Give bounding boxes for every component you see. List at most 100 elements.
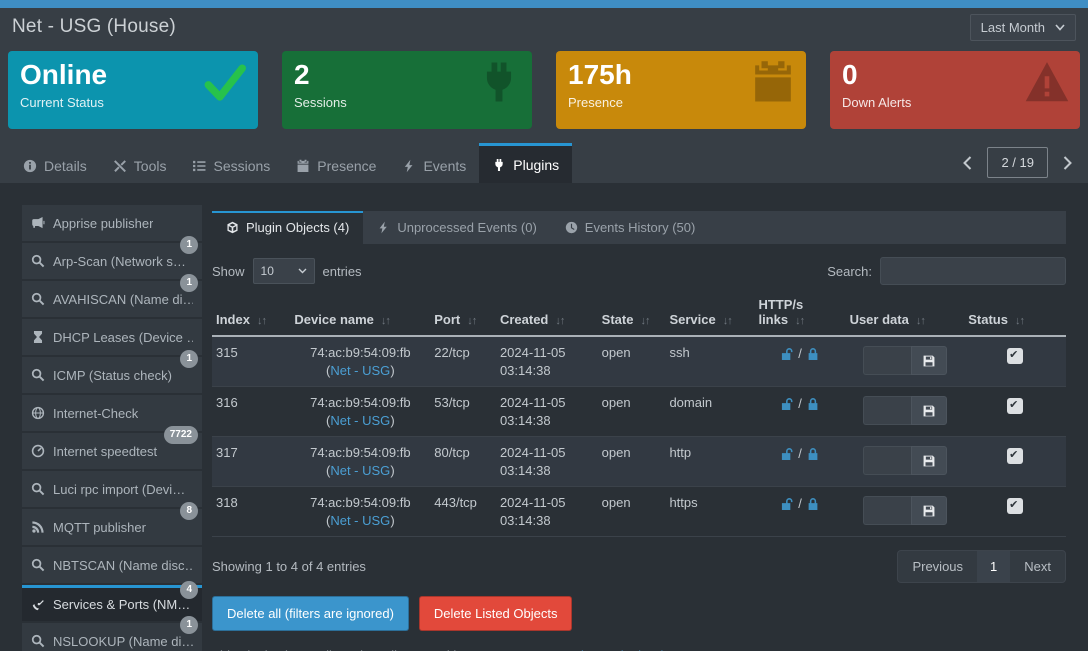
user-data-input[interactable] [862,396,911,426]
count-badge: 7722 [163,426,198,444]
device-link[interactable]: Net - USG [330,512,391,528]
table-row: 318 74:ac:b9:54:09:fb (Net - USG) 443/tc… [212,486,1066,538]
column-header-created[interactable]: Created ↓↑ [495,293,598,337]
sidebar-item-icmp[interactable]: ICMP (Status check) 1 [22,350,202,393]
user-data-input[interactable] [862,346,911,375]
save-button[interactable] [910,346,947,375]
period-selector[interactable]: Last Month [969,13,1076,41]
cell-port: 80/tcp [430,436,496,488]
column-header-port[interactable]: Port ↓↑ [430,293,496,337]
tab-details[interactable]: Details [10,149,100,183]
cell-state: open [597,486,666,538]
status-checkbox[interactable] [1007,498,1024,515]
sidebar-item-luci-rpc-import[interactable]: Luci rpc import (Devi… [22,471,202,507]
lock-open-icon[interactable] [780,347,794,361]
tab-plugin-objects[interactable]: Plugin Objects (4) [212,211,364,244]
cell-device-name: 74:ac:b9:54:09:fb (Net - USG) [290,486,431,538]
sidebar-item-dhcp-leases[interactable]: DHCP Leases (Device … [22,319,202,355]
column-header-index[interactable]: Index ↓↑ [212,293,291,337]
sort-icon: ↓↑ [555,315,565,327]
delete-listed-button[interactable]: Delete Listed Objects [418,596,573,632]
sidebar-item-nslookup[interactable]: NSLOOKUP (Name di… 1 [22,616,202,651]
delete-all-button[interactable]: Delete all (filters are ignored) [212,596,409,632]
action-buttons: Delete all (filters are ignored) Delete … [212,596,1066,632]
column-header-device-name[interactable]: Device name ↓↑ [290,293,431,337]
status-checkbox[interactable] [1007,348,1024,364]
chevron-left-icon[interactable] [957,152,978,174]
save-button[interactable] [910,496,947,526]
search-icon [31,368,45,382]
page-size-value: 10 [260,264,274,278]
cell-created: 2024-11-05 03:14:38 [495,336,598,388]
lock-open-icon[interactable] [780,447,794,461]
tab-events-history[interactable]: Events History (50) [551,211,710,244]
sidebar-item-arp-scan[interactable]: Arp-Scan (Network s… 1 [22,236,202,279]
summary-cards: Online Current Status 2 Sessions 175h Pr… [0,46,1088,143]
column-header-http-links[interactable]: HTTP/s links ↓↑ [754,293,846,337]
docs-link[interactable]: Read more in the docs. [553,648,687,651]
next-page-button[interactable]: Next [1024,559,1051,575]
user-data-input[interactable] [862,446,911,476]
device-link[interactable]: Net - USG [330,412,391,428]
search-input[interactable] [880,257,1066,285]
search-label: Search: [827,263,872,279]
column-header-state[interactable]: State ↓↑ [597,293,666,337]
cell-index: 317 [212,436,291,488]
sidebar-item-avahiscan[interactable]: AVAHISCAN (Name di… 1 [22,274,202,317]
column-header-service[interactable]: Service ↓↑ [665,293,755,337]
warning-icon [1024,59,1070,105]
sort-icon: ↓↑ [795,315,805,327]
chevron-down-icon [1055,23,1065,31]
search-icon [31,254,45,268]
tools-icon [113,159,127,173]
sidebar-item-label: Luci rpc import (Devi… [53,481,186,497]
cell-http-links: / [754,486,846,538]
status-checkbox[interactable] [1007,448,1024,465]
sidebar-item-nbtscan[interactable]: NBTSCAN (Name disc… [22,547,202,583]
panel-tab-strip: Plugin Objects (4) Unprocessed Events (0… [212,211,1066,244]
cell-http-links: / [754,336,846,388]
tab-plugins[interactable]: Plugins [479,143,573,183]
page-size-select[interactable]: 10 [252,258,315,284]
lock-closed-icon[interactable] [806,447,820,461]
sidebar-item-services-and-ports[interactable]: Services & Ports (NM… 4 [22,581,202,621]
cell-user-data [845,436,965,488]
save-button[interactable] [910,446,947,476]
pager-indicator: 2 / 19 [987,147,1048,178]
table-row: 315 74:ac:b9:54:09:fb (Net - USG) 22/tcp… [212,336,1066,388]
card-label: Current Status [20,95,104,111]
sidebar-item-mqtt-publisher[interactable]: MQTT publisher 8 [22,502,202,545]
sidebar-item-internet-speedtest[interactable]: Internet speedtest 7722 [22,426,202,469]
tab-events[interactable]: Events [389,149,479,183]
tab-tools[interactable]: Tools [100,149,180,183]
tab-sessions[interactable]: Sessions [179,149,283,183]
tab-presence[interactable]: Presence [283,149,389,183]
column-header-user-data[interactable]: User data ↓↑ [845,293,965,337]
lock-closed-icon[interactable] [806,397,820,411]
status-card-down-alerts: 0 Down Alerts [830,51,1080,129]
status-checkbox[interactable] [1007,398,1024,415]
table-pagination: Previous 1 Next [897,550,1066,584]
cell-state: open [597,386,666,438]
sidebar-item-internet-check[interactable]: Internet-Check [22,395,202,431]
lock-closed-icon[interactable] [806,347,820,361]
sidebar-item-apprise-publisher[interactable]: Apprise publisher [22,205,202,241]
table-controls: Show 10 entries Search: [212,257,1066,285]
cell-service: domain [665,386,755,438]
lock-closed-icon[interactable] [806,497,820,511]
cube-icon [226,221,239,234]
tab-label: Presence [317,158,377,174]
previous-page-button[interactable]: Previous [912,559,964,575]
lock-open-icon[interactable] [780,397,794,411]
chevron-right-icon[interactable] [1057,152,1078,174]
column-header-status[interactable]: Status ↓↑ [964,293,1066,337]
status-card-current-status: Online Current Status [8,51,258,129]
user-data-input[interactable] [862,496,911,526]
tab-unprocessed-events[interactable]: Unprocessed Events (0) [363,211,550,244]
device-link[interactable]: Net - USG [330,462,391,478]
page-number-button[interactable]: 1 [977,551,1011,583]
device-link[interactable]: Net - USG [330,362,391,378]
save-button[interactable] [910,396,947,426]
cell-device-name: 74:ac:b9:54:09:fb (Net - USG) [290,386,431,438]
lock-open-icon[interactable] [780,497,794,511]
